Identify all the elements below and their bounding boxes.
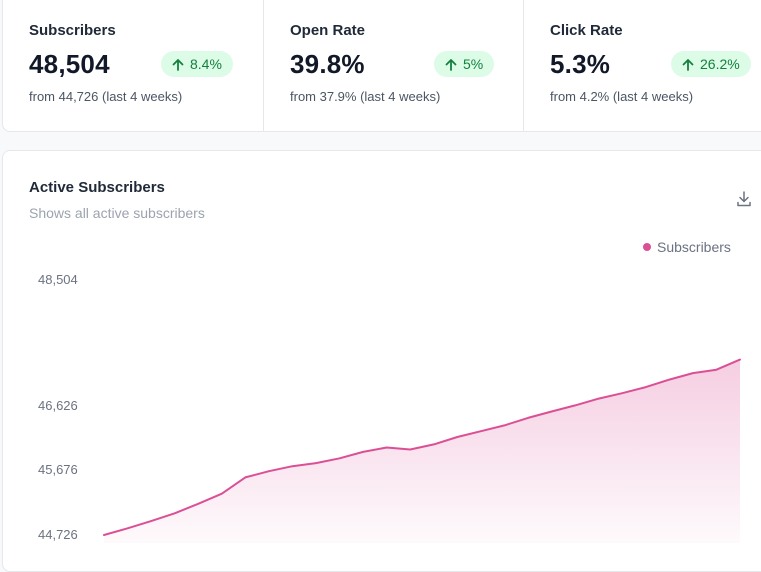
change-badge: 8.4% — [161, 51, 233, 77]
stat-card-subscribers: Subscribers 48,504 from 44,726 (last 4 w… — [3, 0, 263, 131]
stat-value: 5.3% — [550, 49, 611, 79]
change-badge: 5% — [434, 51, 495, 77]
stat-label: Open Rate — [290, 22, 366, 39]
y-tick-label: 46,626 — [38, 398, 78, 413]
change-value: 26.2% — [700, 56, 740, 72]
stat-comparison: from 37.9% (last 4 weeks) — [290, 89, 441, 104]
stat-card-open-rate: Open Rate 39.8% from 37.9% (last 4 weeks… — [263, 0, 523, 131]
y-tick-label: 48,504 — [38, 272, 78, 287]
arrow-up-icon — [445, 58, 457, 71]
arrow-up-icon — [172, 58, 184, 71]
stat-card-click-rate: Click Rate 5.3% from 4.2% (last 4 weeks)… — [523, 0, 761, 131]
download-button[interactable] — [734, 189, 754, 209]
legend-label: Subscribers — [657, 239, 731, 255]
stat-comparison: from 4.2% (last 4 weeks) — [550, 89, 694, 104]
stat-label: Click Rate — [550, 22, 623, 39]
area-chart: 44,726 45,676 46,626 48,504 — [38, 272, 741, 543]
y-tick-label: 44,726 — [38, 527, 78, 542]
stat-label: Subscribers — [29, 22, 116, 39]
chart-title: Active Subscribers — [29, 179, 165, 196]
series-line-subscribers — [103, 358, 741, 536]
legend-dot — [643, 243, 651, 251]
change-value: 8.4% — [190, 56, 222, 72]
chart-legend: Subscribers — [643, 239, 731, 255]
y-tick-label: 45,676 — [38, 462, 78, 477]
area-fill — [104, 359, 740, 543]
stat-comparison: from 44,726 (last 4 weeks) — [29, 89, 183, 104]
download-icon — [737, 191, 751, 207]
change-badge: 26.2% — [671, 51, 751, 77]
stats-row: Subscribers 48,504 from 44,726 (last 4 w… — [2, 0, 761, 132]
chart-subtitle: Shows all active subscribers — [29, 205, 205, 221]
arrow-up-icon — [682, 58, 694, 71]
change-value: 5% — [463, 56, 484, 72]
stat-value: 39.8% — [290, 49, 365, 79]
stat-value: 48,504 — [29, 49, 110, 79]
